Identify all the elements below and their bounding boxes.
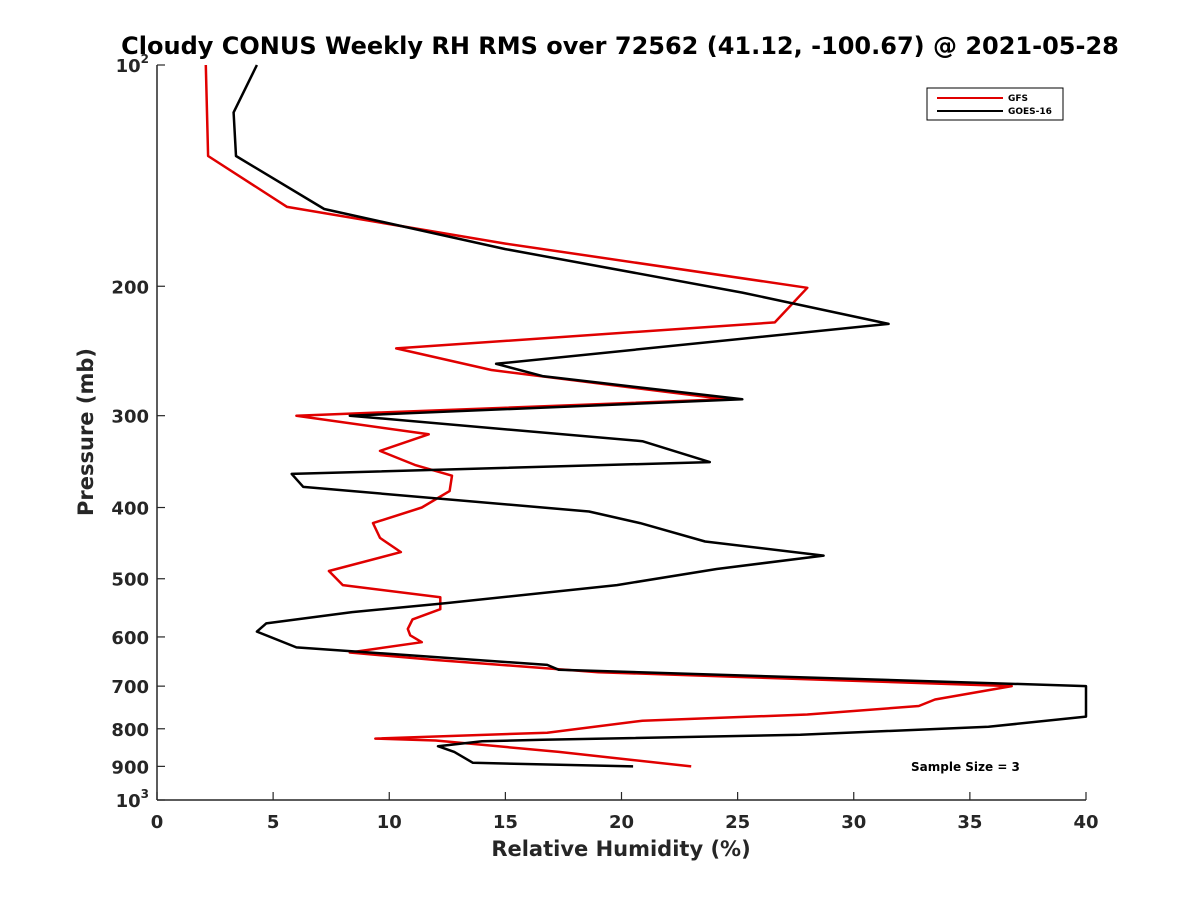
legend: GFS GOES-16 <box>926 87 1064 121</box>
y-tick-label-base: 400 <box>111 499 149 520</box>
x-tick-label: 0 <box>151 812 164 833</box>
y-tick-label-base: 200 <box>111 277 149 298</box>
x-tick-label: 15 <box>493 812 518 833</box>
y-tick-label-base: 300 <box>111 407 149 428</box>
x-tick-label: 5 <box>267 812 280 833</box>
y-tick-label-base: 500 <box>111 570 149 591</box>
y-tick-label: 300 <box>111 407 149 428</box>
x-tick-label: 10 <box>377 812 402 833</box>
plot-background <box>157 65 1086 800</box>
y-tick-label: 500 <box>111 570 149 591</box>
sample-size-annotation: Sample Size = 3 <box>911 760 1020 774</box>
y-tick-label-exponent: 3 <box>141 787 149 801</box>
x-axis-label: Relative Humidity (%) <box>491 837 750 861</box>
series-line-gfs <box>204 64 1013 768</box>
y-tick-label-base: 600 <box>111 628 149 649</box>
y-tick-label-base: 10 <box>116 791 141 812</box>
series-layer <box>204 64 1088 768</box>
legend-label-gfs: GFS <box>1008 94 1028 104</box>
legend-box <box>926 87 1064 121</box>
y-tick-label-base: 900 <box>111 757 149 778</box>
y-tick-label: 900 <box>111 757 149 778</box>
y-tick-label: 102 <box>116 52 149 77</box>
y-tick-label-exponent: 2 <box>141 52 149 66</box>
y-tick-label-base: 700 <box>111 677 149 698</box>
y-tick-label-base: 800 <box>111 720 149 741</box>
x-tick-label: 25 <box>725 812 750 833</box>
x-tick-label: 40 <box>1073 812 1098 833</box>
x-ticks: 0 5 10 15 20 25 30 35 40 <box>151 792 1099 833</box>
x-tick-label: 20 <box>609 812 634 833</box>
y-axis-label: Pressure (mb) <box>74 348 98 516</box>
y-tick-label: 700 <box>111 677 149 698</box>
x-tick-label: 35 <box>957 812 982 833</box>
y-tick-label: 103 <box>116 787 149 812</box>
y-tick-label: 600 <box>111 628 149 649</box>
y-tick-label: 400 <box>111 499 149 520</box>
y-tick-label: 200 <box>111 277 149 298</box>
series-line-goes16 <box>232 64 1088 768</box>
chart-title: Cloudy CONUS Weekly RH RMS over 72562 (4… <box>121 32 1119 60</box>
plot-area <box>157 65 1086 800</box>
legend-label-goes16: GOES-16 <box>1008 107 1052 117</box>
y-tick-label-base: 10 <box>116 56 141 77</box>
y-tick-label: 800 <box>111 720 149 741</box>
x-tick-label: 30 <box>841 812 866 833</box>
